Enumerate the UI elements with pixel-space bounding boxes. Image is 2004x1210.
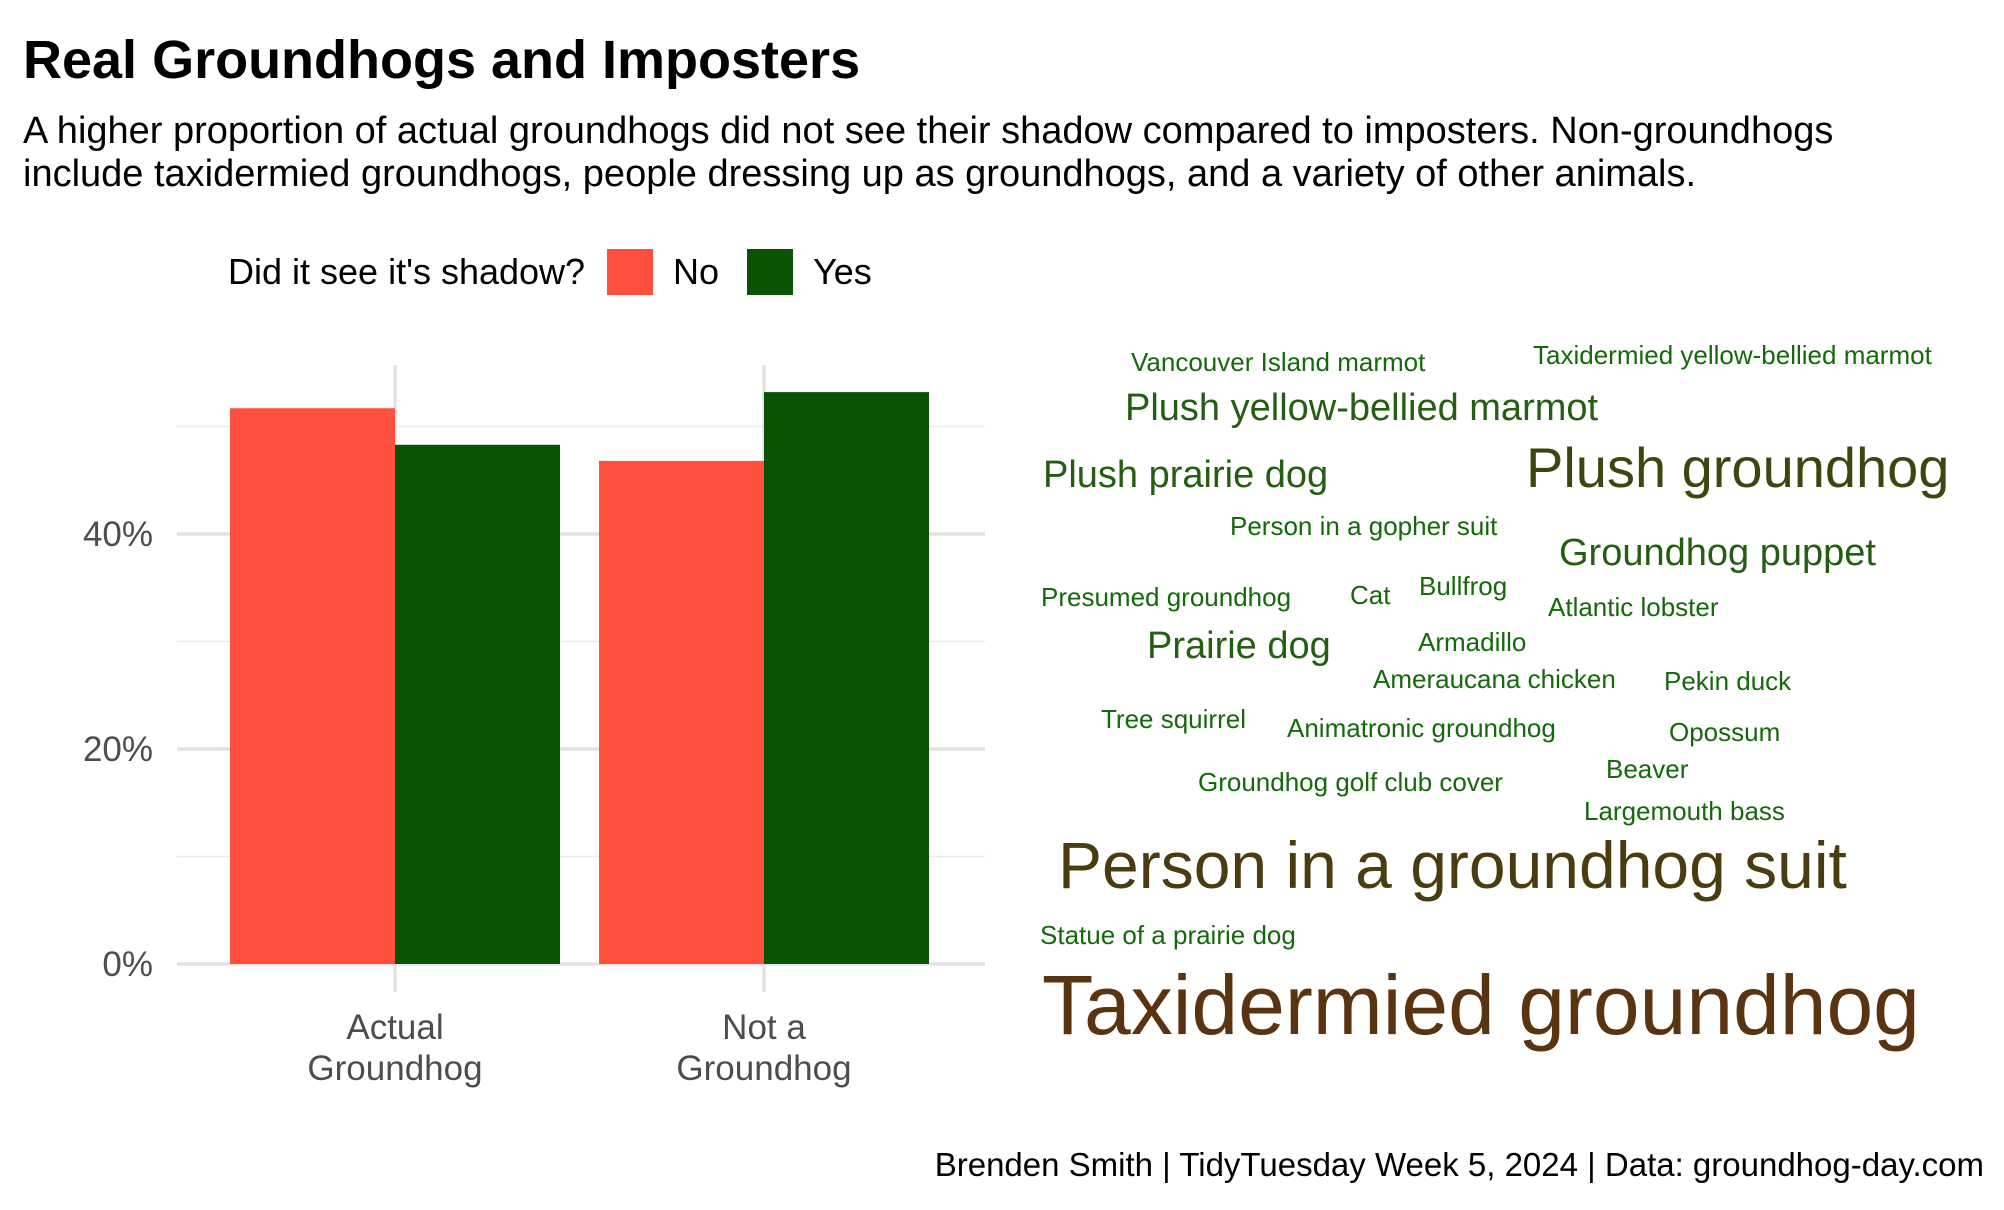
cloud-word: Pekin duck <box>1664 666 1792 696</box>
legend-label-yes: Yes <box>813 251 872 292</box>
cloud-word: Vancouver Island marmot <box>1131 347 1426 377</box>
bar-yes-actual-groundhog <box>395 444 560 964</box>
cloud-word: Presumed groundhog <box>1041 582 1292 612</box>
cloud-word: Animatronic groundhog <box>1287 713 1556 743</box>
cloud-word: Taxidermied yellow-bellied marmot <box>1533 340 1932 370</box>
chart-subtitle: A higher proportion of actual groundhogs… <box>23 110 1998 196</box>
cloud-word: Plush prairie dog <box>1043 454 1329 496</box>
cloud-word: Statue of a prairie dog <box>1040 920 1296 950</box>
bar-yes-not-a-groundhog <box>764 392 929 965</box>
y-tick-label: 40% <box>83 515 153 554</box>
cloud-word: Groundhog puppet <box>1559 532 1876 574</box>
legend: Did it see it's shadow? No Yes <box>228 244 900 300</box>
cloud-word: Largemouth bass <box>1584 796 1785 826</box>
cloud-word: Bullfrog <box>1419 571 1508 601</box>
cloud-word: Prairie dog <box>1147 625 1331 667</box>
x-tick-label: Groundhog <box>307 1049 482 1088</box>
legend-entry-no: No <box>607 249 719 295</box>
x-tick-label: Groundhog <box>676 1049 851 1088</box>
cloud-word: Beaver <box>1606 754 1689 784</box>
legend-key-yes <box>747 249 794 295</box>
bar-no-actual-groundhog <box>230 408 395 965</box>
legend-key-no <box>607 249 654 295</box>
cloud-word: Groundhog golf club cover <box>1198 767 1503 797</box>
subtitle-line-1: A higher proportion of actual groundhogs… <box>23 110 1834 152</box>
caption: Brenden Smith | TidyTuesday Week 5, 2024… <box>934 1146 1984 1183</box>
x-tick-label: Actual <box>346 1008 443 1047</box>
legend-title: Did it see it's shadow? <box>228 251 586 292</box>
y-tick-label: 20% <box>83 730 153 769</box>
cloud-word: Cat <box>1350 580 1391 610</box>
legend-label-no: No <box>673 251 720 292</box>
cloud-word: Plush yellow-bellied marmot <box>1125 387 1599 429</box>
cloud-word: Opossum <box>1669 717 1781 747</box>
cloud-word: Armadillo <box>1418 627 1527 657</box>
cloud-word: Atlantic lobster <box>1548 592 1719 622</box>
cloud-word: Ameraucana chicken <box>1373 664 1616 694</box>
cloud-word: Taxidermied groundhog <box>1042 958 1920 1052</box>
x-tick-label: Not a <box>722 1008 806 1047</box>
cloud-word: Tree squirrel <box>1101 704 1246 734</box>
cloud-word: Person in a groundhog suit <box>1058 828 1847 902</box>
subtitle-line-2: include taxidermied groundhogs, people d… <box>23 153 1697 195</box>
cloud-word: Person in a gopher suit <box>1230 511 1498 541</box>
legend-entry-yes: Yes <box>747 249 872 295</box>
cloud-word: Plush groundhog <box>1526 436 1950 499</box>
chart-title: Real Groundhogs and Imposters <box>23 30 861 90</box>
y-tick-label: 0% <box>102 945 153 984</box>
bar-no-not-a-groundhog <box>599 460 764 964</box>
